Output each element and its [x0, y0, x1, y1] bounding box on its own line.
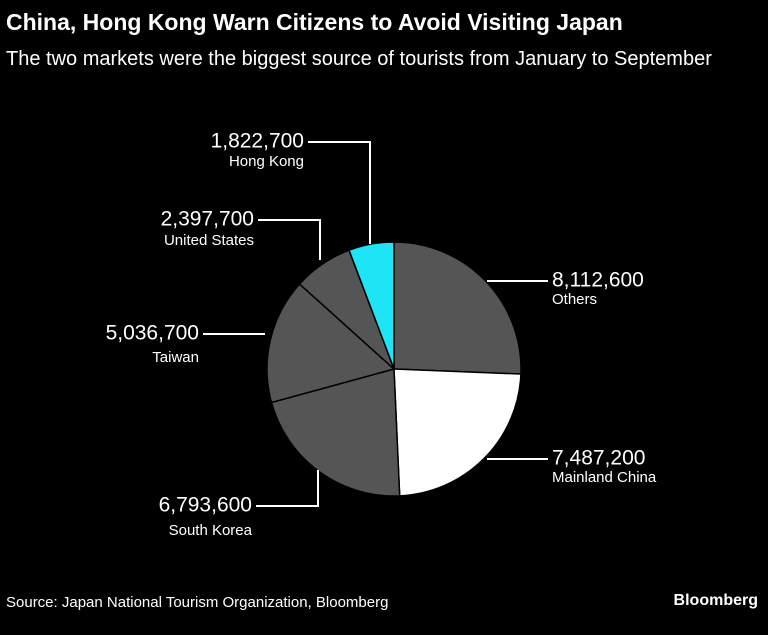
bloomberg-logo: Bloomberg: [673, 592, 758, 609]
value-label-others: 8,112,600: [552, 269, 644, 292]
pie-slice-hong-kong: [348, 241, 395, 370]
category-label-south-korea: South Korea: [169, 522, 253, 539]
pie-slice-mainland-china: [393, 368, 522, 497]
chart-title: China, Hong Kong Warn Citizens to Avoid …: [6, 9, 623, 35]
category-label-hong-kong: Hong Kong: [229, 153, 304, 170]
value-label-united-states: 2,397,700: [161, 208, 254, 231]
chart-subtitle: The two markets were the biggest source …: [6, 48, 712, 70]
pie-slice-taiwan: [266, 282, 396, 404]
pie-slice-south-korea: [270, 368, 401, 497]
category-label-united-states: United States: [164, 232, 254, 249]
value-label-south-korea: 6,793,600: [159, 494, 252, 517]
source-note: Source: Japan National Tourism Organizat…: [6, 594, 389, 611]
value-label-hong-kong: 1,822,700: [211, 130, 304, 153]
leader-line-hong-kong: [308, 141, 371, 244]
category-label-mainland-china: Mainland China: [552, 469, 657, 486]
category-label-taiwan: Taiwan: [152, 349, 199, 366]
category-label-others: Others: [552, 291, 597, 308]
value-label-taiwan: 5,036,700: [106, 322, 199, 345]
pie-slice-others: [393, 241, 522, 375]
leader-line-united-states: [258, 219, 321, 260]
value-label-mainland-china: 7,487,200: [552, 447, 645, 470]
leader-line-south-korea: [256, 470, 319, 507]
